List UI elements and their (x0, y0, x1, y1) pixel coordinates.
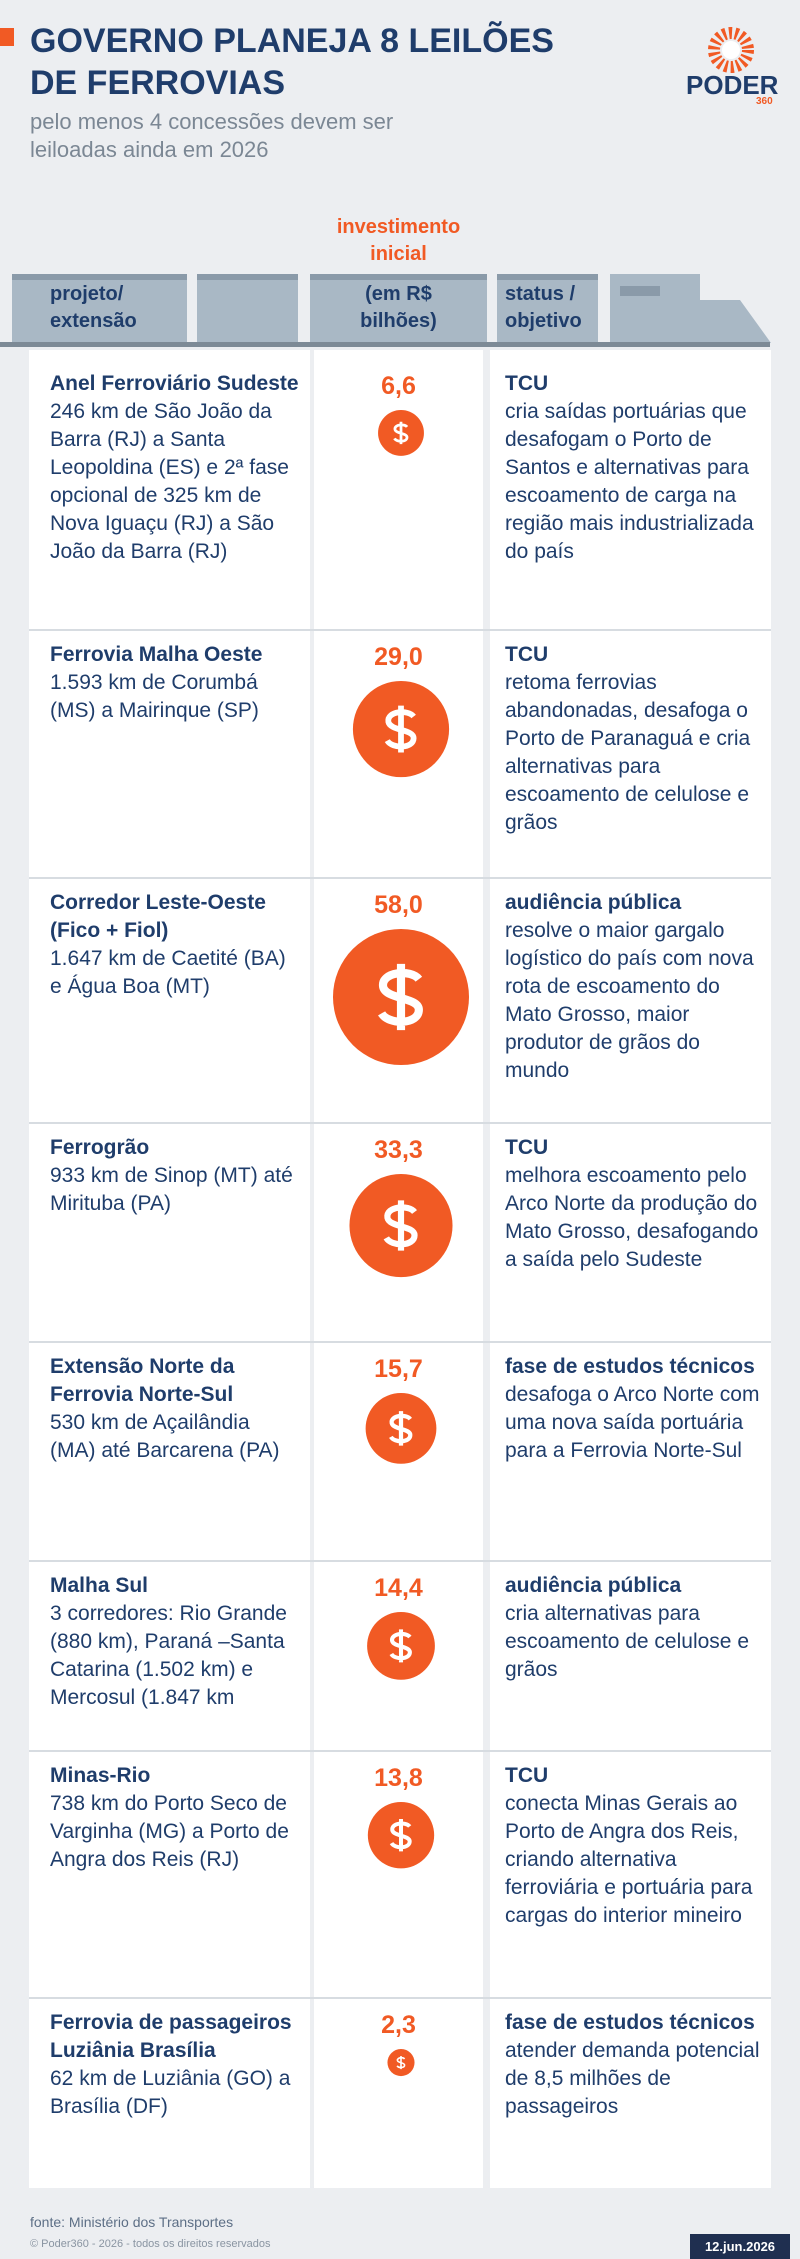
dollar-icon (396, 2055, 406, 2070)
header-status: objetivo (505, 310, 582, 332)
project-name: Ferrovia Malha Oeste (50, 643, 263, 666)
train (0, 274, 771, 347)
dollar-icon (384, 705, 417, 753)
investment-label: 29,0 (374, 643, 423, 671)
status-cell: TCU conecta Minas Gerais ao Porto de Angr… (505, 1762, 760, 1930)
dollar-icon (389, 1819, 412, 1852)
logo-name: PODER (686, 70, 779, 100)
status: TCU (505, 643, 549, 666)
project-cell: Ferrogrão 933 km de Sinop (MT) até Miritu… (50, 1134, 300, 1218)
project-extension: 933 km de Sinop (MT) até Miritubа (PA) (50, 1164, 293, 1215)
investment-label: 6,6 (381, 372, 416, 400)
project-cell: Corredor Leste-Oeste (Fico + Fiol) 1.647 … (50, 889, 300, 1001)
source: fonte: Ministério dos Transportes (30, 2214, 234, 2230)
header-investment-title: inicial (370, 243, 427, 265)
status: TCU (505, 1764, 549, 1787)
project-name: Malha Sul (50, 1574, 149, 1597)
project-name: Extensão Norte da Ferrovia Norte-Sul (50, 1355, 235, 1406)
project-name: Anel Ferroviário Sudeste (50, 372, 299, 395)
header-investment-unit: bilhões) (360, 310, 437, 332)
investment-label: 58,0 (374, 891, 423, 919)
accent (0, 28, 14, 46)
project-extension: 62 km de Luziânia (GO) a Brasília (DF) (50, 2067, 291, 2118)
project-name: Ferrogrão (50, 1136, 150, 1159)
project-name: Ferrovia de passageiros Luziânia Brasíli… (50, 2011, 292, 2062)
date: 12.jun.2026 (690, 2234, 790, 2259)
objective: resolve o maior gargalo logístico do paí… (505, 919, 754, 1082)
dollar-icon (389, 1629, 412, 1663)
dollar-icon (383, 1200, 418, 1251)
subtitle: pelo menos 4 concessões devem ser leiloa… (30, 109, 394, 162)
row-divider (29, 1750, 771, 1752)
dollar-icon (389, 1411, 413, 1446)
project-cell: Anel Ferroviário Sudeste 246 km de São Jo… (50, 370, 300, 566)
status: TCU (505, 372, 549, 395)
investment-label: 33,3 (374, 1136, 423, 1164)
column (490, 350, 771, 2188)
project-extension: 1.593 km de Corumbá (MS) a Mairinque (SP… (50, 671, 259, 722)
project-extension: 1.647 km de Caetité (BA) e Água Boa (MT) (50, 947, 286, 998)
status: fase de estudos técnicos (505, 1355, 755, 1378)
project-cell: Minas-Rio 738 km do Porto Seco de Varginh… (50, 1762, 300, 1874)
dollar-icon (378, 963, 423, 1031)
project-cell: Malha Sul 3 corredores: Rio Grande (880 k… (50, 1572, 300, 1712)
row-divider (29, 877, 771, 879)
investment-label: 15,7 (374, 1355, 423, 1383)
status-cell: fase de estudos técnicos atender demanda … (505, 2009, 760, 2121)
investment-label: 13,8 (374, 1764, 423, 1792)
header-status: status / (505, 283, 576, 305)
objective: desafoga o Arco Norte com uma nova saída… (505, 1383, 760, 1462)
status-cell: TCU cria saídas portuárias que desafogam … (505, 370, 760, 566)
row-divider (29, 1341, 771, 1343)
objective: atender demanda potencial de 8,5 milhões… (505, 2039, 760, 2118)
header-project: extensão (50, 310, 137, 332)
project-cell: Ferrovia de passageiros Luziânia Brasíli… (50, 2009, 300, 2121)
copyright: © Poder360 - 2026 - todos os direitos re… (30, 2238, 271, 2250)
status-cell: audiência pública cria alternativas para … (505, 1572, 760, 1684)
row-divider (29, 1122, 771, 1124)
objective: melhora escoamento pelo Arco Norte da pr… (505, 1164, 759, 1271)
table-background (29, 350, 771, 2188)
column (29, 350, 310, 2188)
row-divider (29, 1997, 771, 1999)
project-extension: 530 km de Açailândia (MA) até Barcarena … (50, 1411, 280, 1462)
project-name: Minas-Rio (50, 1764, 151, 1787)
status-cell: TCU retoma ferrovias abandonadas, desafog… (505, 641, 760, 837)
objective: conecta Minas Gerais ao Porto de Angra d… (505, 1792, 753, 1927)
status: audiência pública (505, 1574, 682, 1597)
status-cell: fase de estudos técnicos desafoga o Arco … (505, 1353, 760, 1465)
status-cell: audiência pública resolve o maior gargalo… (505, 889, 760, 1085)
objective: retoma ferrovias abandonadas, desafoga o… (505, 671, 751, 834)
status: fase de estudos técnicos (505, 2011, 755, 2034)
dollar-icon (393, 421, 409, 445)
project-name: Corredor Leste-Oeste (Fico + Fiol) (50, 891, 266, 942)
header-project: projeto/ (50, 283, 124, 305)
project-extension: 3 corredores: Rio Grande (880 km), Paran… (50, 1602, 287, 1709)
investment-label: 2,3 (381, 2011, 416, 2039)
project-extension: 246 km de São João da Barra (RJ) a Santa… (50, 400, 289, 563)
investment-label: 14,4 (374, 1574, 423, 1602)
project-extension: 738 km do Porto Seco de Varginha (MG) a … (50, 1792, 289, 1871)
logo-number: 360 (756, 96, 773, 107)
status: audiência pública (505, 891, 682, 914)
status-cell: TCU melhora escoamento pelo Arco Norte da… (505, 1134, 760, 1274)
row-divider (29, 629, 771, 631)
title: GOVERNO PLANEJA 8 LEILÕES DE FERROVIAS (30, 22, 554, 102)
header-investment-unit: (em R$ (365, 283, 432, 305)
logo-sun (708, 27, 754, 73)
objective: cria alternativas para escoamento de cel… (505, 1602, 749, 1681)
row-divider (29, 1560, 771, 1562)
project-cell: Extensão Norte da Ferrovia Norte-Sul 530 … (50, 1353, 300, 1465)
status: TCU (505, 1136, 549, 1159)
objective: cria saídas portuárias que desafogam o P… (505, 400, 754, 563)
header-investment-title: investimento (336, 216, 461, 238)
project-cell: Ferrovia Malha Oeste 1.593 km de Corumbá … (50, 641, 300, 725)
